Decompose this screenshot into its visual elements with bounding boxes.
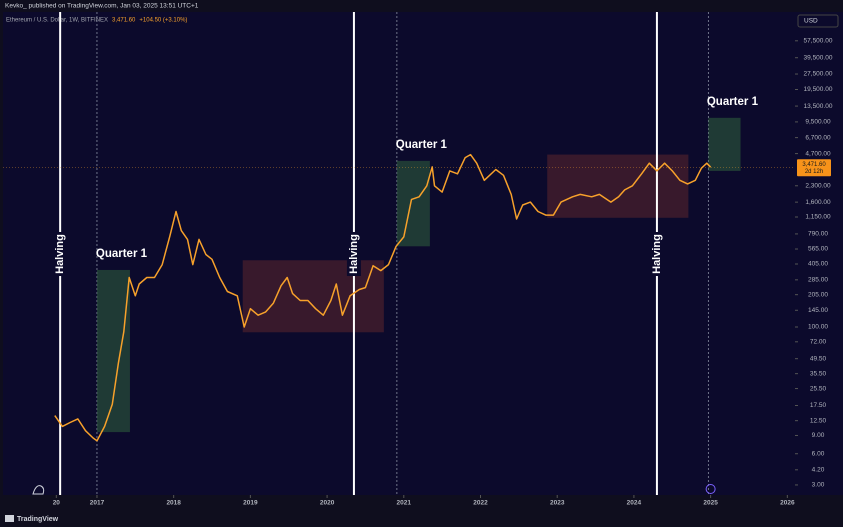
price-axis bbox=[795, 12, 843, 495]
quarter-label: Quarter 1 bbox=[96, 248, 148, 260]
currency-box[interactable] bbox=[797, 14, 839, 28]
y-tick-label: 145.00 bbox=[808, 307, 828, 314]
x-tick-label: 2022 bbox=[473, 500, 488, 507]
footer: TradingView bbox=[5, 515, 59, 523]
y-tick-label: 205.00 bbox=[808, 291, 828, 298]
y-tick-label: 2,300.00 bbox=[805, 183, 831, 190]
logo-icon bbox=[32, 485, 45, 495]
y-tick-label: 4.20 bbox=[812, 467, 825, 474]
x-tick-label: 2019 bbox=[243, 500, 258, 507]
x-tick-label: 2017 bbox=[90, 500, 105, 507]
publisher: Kevko_ published on TradingView.com, Jan… bbox=[5, 3, 199, 10]
y-tick-label: 19,500.00 bbox=[804, 86, 833, 93]
x-tick-label: 2024 bbox=[627, 500, 642, 507]
quarter-box bbox=[96, 269, 130, 433]
last-price: 3,471.60 bbox=[112, 18, 136, 24]
symbol: Ethereum / U.S. Dollar, 1W, BITFINEX bbox=[6, 18, 108, 24]
halving-label: Halving bbox=[651, 234, 663, 274]
y-tick-label: 57,500.00 bbox=[804, 38, 833, 45]
y-tick-label: 100.00 bbox=[808, 324, 828, 331]
x-tick-label: 2023 bbox=[550, 500, 565, 507]
x-tick-label: 2021 bbox=[397, 500, 412, 507]
y-tick-label: 39,500.00 bbox=[804, 54, 833, 61]
y-tick-label: 6,700.00 bbox=[805, 134, 831, 141]
price-tag bbox=[797, 159, 831, 177]
quarter-box bbox=[396, 160, 430, 247]
x-tick-label: 2020 bbox=[320, 500, 335, 507]
y-tick-label: 1,150.00 bbox=[805, 214, 831, 221]
y-tick-label: 9.00 bbox=[812, 432, 825, 439]
y-tick-label: 3.00 bbox=[812, 482, 825, 489]
y-tick-label: 6.00 bbox=[812, 450, 825, 457]
range-box bbox=[547, 154, 689, 218]
quarter-label: Quarter 1 bbox=[396, 139, 448, 151]
y-tick-label: 285.00 bbox=[808, 277, 828, 284]
halving-label: Halving bbox=[54, 234, 66, 274]
y-tick-label: 565.00 bbox=[808, 246, 828, 253]
price-tag-label: 3,471.60 bbox=[802, 162, 826, 168]
y-tick-label: 9,500.00 bbox=[805, 119, 831, 126]
currency[interactable]: USD bbox=[804, 18, 818, 25]
price-change: +104.50 (+3.10%) bbox=[139, 18, 187, 24]
logo bbox=[5, 515, 14, 522]
brand: TradingView bbox=[17, 516, 59, 523]
y-tick-label: 25.50 bbox=[810, 385, 827, 392]
y-tick-label: 13,500.00 bbox=[804, 103, 833, 110]
x-tick-label: 2025 bbox=[703, 500, 718, 507]
halving-label: Halving bbox=[348, 234, 360, 274]
x-tick-label: 2018 bbox=[166, 500, 181, 507]
y-tick-label: 72.00 bbox=[810, 339, 827, 346]
quarter-box bbox=[708, 117, 741, 171]
y-tick-label: 12.50 bbox=[810, 417, 827, 424]
timeline-icon bbox=[705, 484, 716, 494]
y-tick-label: 1,600.00 bbox=[805, 199, 831, 206]
y-tick-label: 17.50 bbox=[810, 402, 827, 409]
y-tick-label: 4,700.00 bbox=[805, 150, 831, 157]
x-tick-label: 2026 bbox=[780, 500, 795, 507]
y-tick-label: 790.00 bbox=[808, 231, 828, 238]
halving-label-bg bbox=[53, 232, 68, 276]
price-line bbox=[54, 153, 712, 442]
y-tick-label: 49.50 bbox=[810, 355, 827, 362]
countdown: 2d 12h bbox=[805, 169, 823, 175]
quarter-label: Quarter 1 bbox=[707, 96, 759, 108]
y-tick-label: 35.50 bbox=[810, 370, 827, 377]
halving-label-bg bbox=[346, 232, 361, 276]
y-tick-label: 405.00 bbox=[808, 261, 828, 268]
y-tick-label: 27,500.00 bbox=[804, 71, 833, 78]
halving-label-bg bbox=[649, 232, 664, 276]
x-tick-label: 20 bbox=[53, 500, 61, 507]
range-box bbox=[242, 260, 384, 333]
